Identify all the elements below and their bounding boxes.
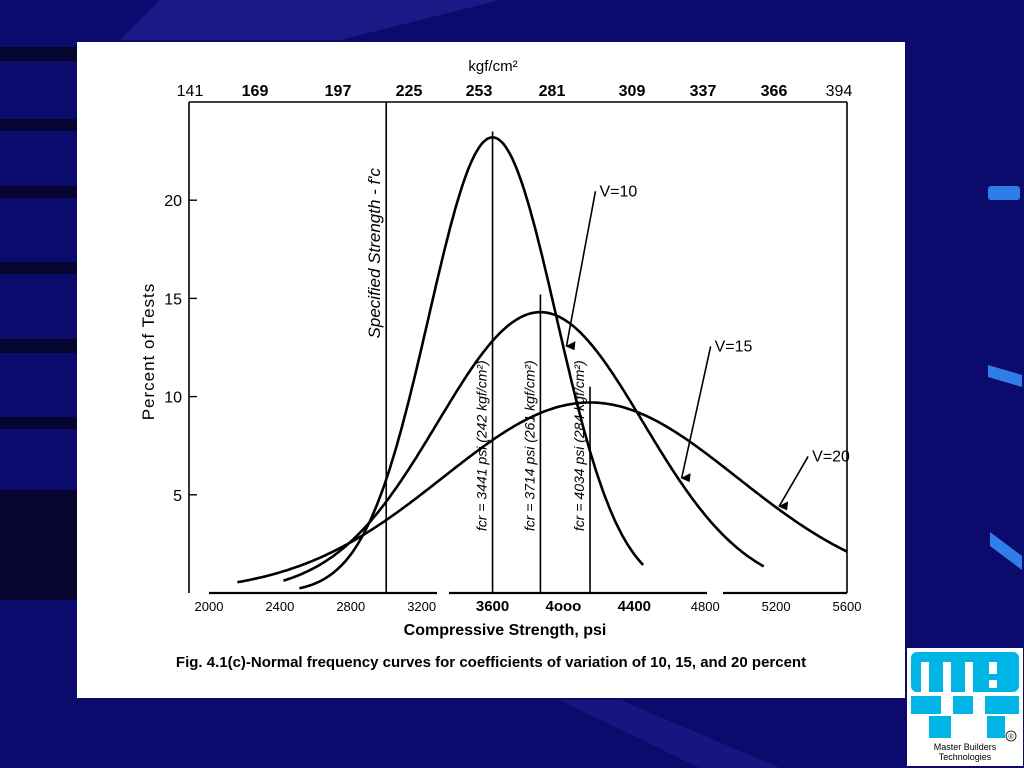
annotation-arrowhead xyxy=(778,501,789,511)
annotation-arrow xyxy=(680,346,712,479)
specified-strength-label: Specified Strength - f'c xyxy=(365,167,384,338)
top-tick-label: 337 xyxy=(690,83,717,100)
fcr-label: fcr = 4034 psi (284 kgf/cm²) xyxy=(571,360,587,531)
curve-v-15 xyxy=(283,310,765,582)
logo-caption: Master Builders Technologies xyxy=(907,742,1023,762)
curve-v-20 xyxy=(237,401,848,584)
fcr-label: fcr = 3441 psi (242 kgf/cm²) xyxy=(474,360,490,531)
top-tick-label: 253 xyxy=(466,83,493,100)
x-tick-label: 5200 xyxy=(762,599,791,614)
top-tick-label: 366 xyxy=(761,83,788,100)
curve-v-10 xyxy=(299,136,645,590)
x-tick-label: 2000 xyxy=(195,599,224,614)
chart-labels: V=10 V=15 V=20 xyxy=(565,183,850,511)
x-tick-label: 2800 xyxy=(336,599,365,614)
y-tick-label: 20 xyxy=(164,193,182,210)
top-tick-label: 169 xyxy=(242,83,269,100)
y-axis-title: Percent of Tests xyxy=(139,283,158,421)
annotation-arrowhead xyxy=(680,473,691,483)
y-tick-label: 5 xyxy=(173,488,182,505)
top-tick-label: 141 xyxy=(177,83,204,100)
x-tick-label: 2400 xyxy=(265,599,294,614)
top-tick-label: 197 xyxy=(325,83,352,100)
logo-line-2: Technologies xyxy=(938,752,992,762)
chart-axes: 2000 2400 2800 3200 3600 4ooo 4400 4800 5200 5600… xyxy=(139,58,861,639)
x-tick-label: 4800 xyxy=(691,599,720,614)
logo-mark-icon: ® xyxy=(911,652,1019,742)
top-tick-label: 281 xyxy=(539,83,566,100)
top-tick-label: 225 xyxy=(396,83,423,100)
chart-reference-lines: Specified Strength - f'c fcr = 3441 psi (… xyxy=(365,102,591,593)
y-tick-label: 15 xyxy=(164,291,182,308)
annotation-arrow xyxy=(778,456,809,507)
fcr-label: fcr = 3714 psi (261 kgf/cm²) xyxy=(521,360,537,531)
top-axis-title: kgf/cm² xyxy=(468,58,517,75)
x-tick-label: 5600 xyxy=(833,599,862,614)
figure-caption: Fig. 4.1(c)-Normal frequency curves for … xyxy=(175,654,807,671)
frequency-chart: 2000 2400 2800 3200 3600 4ooo 4400 4800 5200 5600… xyxy=(139,58,861,639)
master-builders-logo: ® Master Builders Technologies xyxy=(907,648,1023,766)
chart-curves xyxy=(237,136,848,590)
annotation-arrowhead xyxy=(565,341,576,351)
x-tick-label: 3200 xyxy=(407,599,436,614)
x-tick-label: 4400 xyxy=(618,598,651,615)
logo-registered-mark: ® xyxy=(1008,733,1014,741)
curve-label-v-10: V=10 xyxy=(599,183,637,200)
x-axis-title: Compressive Strength, psi xyxy=(404,622,607,639)
x-tick-label: 4ooo xyxy=(546,598,582,615)
logo-line-1: Master Builders xyxy=(933,742,997,752)
curve-label-v-15: V=15 xyxy=(715,338,753,355)
y-tick-label: 10 xyxy=(164,390,182,407)
top-tick-label: 309 xyxy=(619,83,646,100)
top-tick-label: 394 xyxy=(826,83,853,100)
figure-panel: 2000 2400 2800 3200 3600 4ooo 4400 4800 5200 5600… xyxy=(77,42,905,698)
curve-label-v-20: V=20 xyxy=(812,448,850,465)
x-tick-label: 3600 xyxy=(476,598,509,615)
annotation-arrow xyxy=(565,191,597,347)
